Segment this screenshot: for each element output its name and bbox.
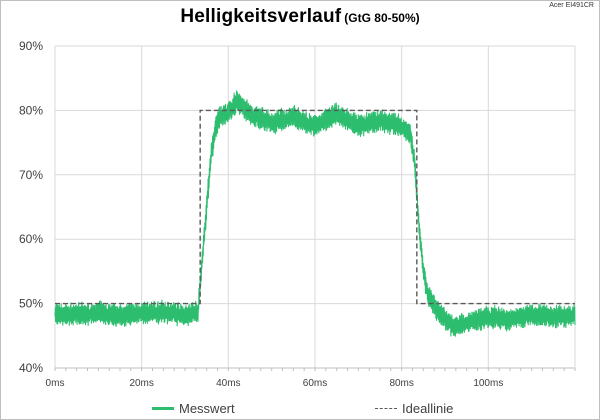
y-tick-label: 70% bbox=[19, 168, 43, 182]
legend-item-ideallinie: Ideallinie bbox=[375, 401, 453, 416]
x-tick-label: 20ms bbox=[129, 378, 153, 389]
series-ideallinie-line bbox=[55, 109, 575, 305]
y-tick-label: 80% bbox=[19, 103, 43, 117]
legend-label-ideallinie: Ideallinie bbox=[402, 401, 454, 416]
y-tick-label: 60% bbox=[19, 232, 43, 246]
x-tick-label: 60ms bbox=[303, 378, 327, 389]
chart-title-block: Helligkeitsverlauf (GtG 80-50%) bbox=[0, 6, 600, 28]
y-tick-label: 50% bbox=[19, 297, 43, 311]
chart-legend: Messwert Ideallinie bbox=[0, 401, 600, 417]
y-tick-label: 90% bbox=[19, 39, 43, 53]
x-tick-label: 80ms bbox=[389, 378, 413, 389]
y-tick-label: 40% bbox=[19, 361, 43, 375]
legend-swatch-ideallinie bbox=[375, 408, 397, 409]
legend-item-messwert: Messwert bbox=[152, 401, 235, 416]
device-label: Acer EI491CR bbox=[549, 2, 594, 9]
x-tick-label: 40ms bbox=[216, 378, 240, 389]
x-tick-label: 0ms bbox=[46, 378, 65, 389]
chart-title: Helligkeitsverlauf bbox=[180, 6, 342, 27]
legend-label-messwert: Messwert bbox=[179, 401, 235, 416]
series-messwert-line bbox=[54, 90, 576, 337]
x-tick-label: 100ms bbox=[473, 378, 503, 389]
chart-subtitle: (GtG 80-50%) bbox=[344, 11, 420, 25]
legend-swatch-messwert bbox=[152, 407, 174, 410]
